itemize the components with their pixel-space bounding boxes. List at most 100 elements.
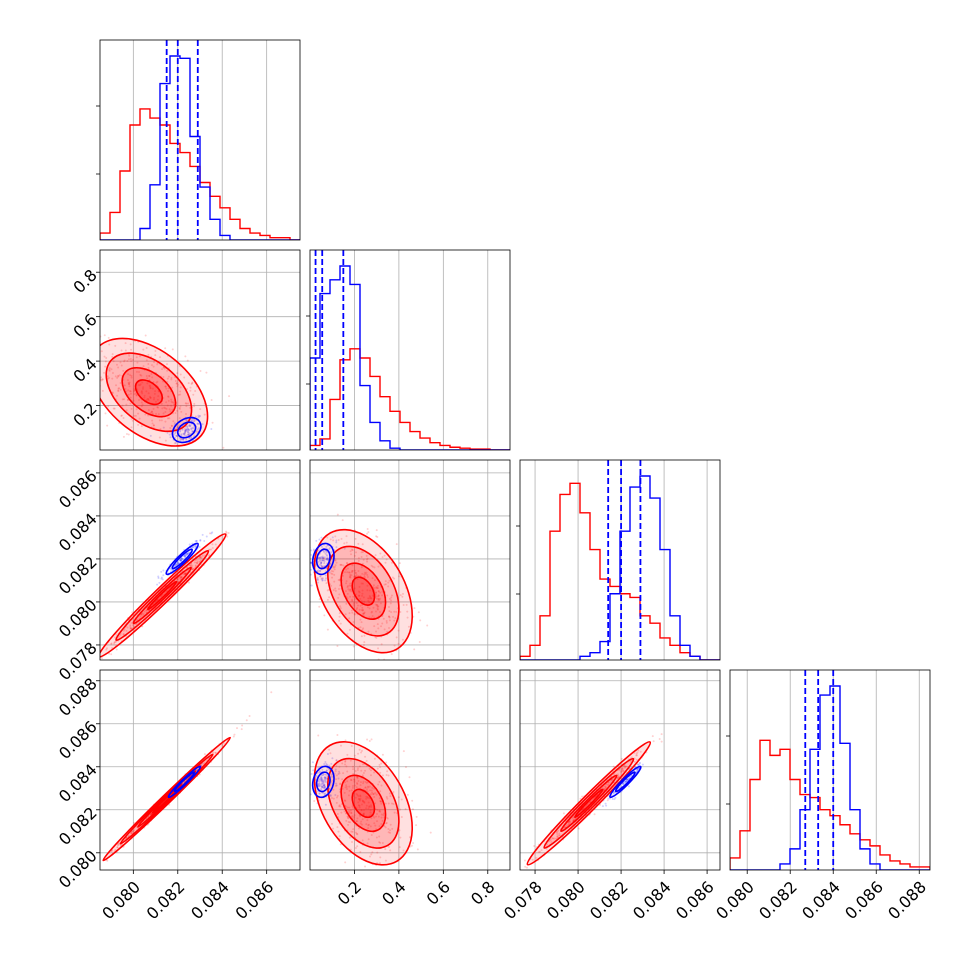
scatter-point bbox=[355, 832, 358, 835]
panel-content bbox=[520, 460, 720, 660]
panel-content bbox=[100, 40, 300, 240]
scatter-point bbox=[325, 551, 328, 554]
scatter-point bbox=[166, 369, 169, 372]
scatter-point bbox=[104, 412, 107, 415]
contour-red bbox=[574, 788, 604, 819]
scatter-point bbox=[347, 817, 350, 820]
scatter-point bbox=[321, 559, 324, 562]
scatter-point bbox=[320, 778, 323, 781]
scatter-point bbox=[383, 628, 386, 631]
scatter-point bbox=[130, 407, 133, 410]
scatter-point bbox=[376, 607, 379, 610]
scatter-point bbox=[569, 821, 572, 824]
scatter-point bbox=[368, 805, 371, 808]
scatter-point bbox=[660, 740, 663, 743]
scatter-point bbox=[344, 613, 347, 616]
scatter-point bbox=[211, 531, 214, 534]
scatter-point bbox=[611, 778, 614, 781]
scatter-point bbox=[161, 368, 164, 371]
contour-red bbox=[102, 736, 232, 862]
scatter-point bbox=[377, 605, 380, 608]
scatter-point bbox=[320, 562, 323, 565]
scatter-point bbox=[378, 809, 381, 812]
scatter-point bbox=[183, 433, 186, 436]
scatter-point bbox=[356, 782, 359, 785]
scatter-point bbox=[328, 764, 331, 767]
scatter-point bbox=[175, 563, 178, 566]
scatter-point bbox=[324, 792, 327, 795]
scatter-point bbox=[106, 375, 109, 378]
scatter-point bbox=[388, 579, 391, 582]
scatter-point bbox=[622, 781, 625, 784]
scatter-point bbox=[378, 763, 381, 766]
scatter-point bbox=[356, 781, 359, 784]
scatter-point bbox=[350, 779, 353, 782]
scatter-point bbox=[381, 774, 384, 777]
scatter-point bbox=[572, 819, 575, 822]
scatter-point bbox=[651, 735, 654, 738]
scatter-point bbox=[103, 371, 106, 374]
scatter-point bbox=[352, 828, 355, 831]
scatter-point bbox=[389, 829, 392, 832]
scatter-point bbox=[158, 581, 161, 584]
scatter-point bbox=[164, 347, 167, 350]
scatter-point bbox=[319, 557, 322, 560]
scatter-point bbox=[127, 834, 130, 837]
scatter-point bbox=[318, 780, 321, 783]
scatter-point bbox=[318, 598, 321, 601]
scatter-point bbox=[556, 833, 559, 836]
scatter-point bbox=[318, 771, 321, 774]
scatter-point bbox=[122, 435, 125, 438]
scatter-point bbox=[361, 543, 364, 546]
scatter-point bbox=[540, 849, 543, 852]
scatter-point bbox=[326, 558, 329, 561]
scatter-point bbox=[386, 817, 389, 820]
scatter-point bbox=[346, 562, 349, 565]
scatter-point bbox=[145, 609, 148, 612]
scatter-point bbox=[175, 435, 178, 438]
scatter-point bbox=[144, 334, 147, 337]
scatter-point bbox=[92, 377, 94, 379]
scatter-point bbox=[174, 412, 177, 415]
scatter-point bbox=[387, 605, 390, 608]
scatter-point bbox=[164, 385, 167, 388]
scatter-point bbox=[324, 781, 327, 784]
scatter-point bbox=[426, 624, 429, 627]
scatter-point bbox=[378, 598, 381, 601]
scatter-point bbox=[362, 809, 365, 812]
scatter-point bbox=[417, 611, 420, 614]
scatter-point bbox=[182, 438, 185, 441]
scatter-point bbox=[90, 341, 92, 343]
scatter-point bbox=[333, 573, 336, 576]
scatter-point bbox=[341, 762, 344, 765]
scatter-point bbox=[186, 552, 189, 555]
scatter-point bbox=[618, 775, 621, 778]
scatter-point bbox=[185, 553, 188, 556]
scatter-point bbox=[388, 619, 391, 622]
scatter-point bbox=[357, 795, 360, 798]
scatter-point bbox=[556, 835, 559, 838]
scatter-point bbox=[319, 779, 322, 782]
scatter-point bbox=[344, 763, 347, 766]
y-tick-label: 0.8 bbox=[69, 266, 100, 297]
scatter-point bbox=[347, 821, 350, 824]
scatter-point bbox=[319, 556, 322, 559]
scatter-point bbox=[604, 785, 607, 788]
scatter-point bbox=[153, 392, 156, 395]
scatter-point bbox=[375, 828, 378, 831]
scatter-point bbox=[154, 400, 157, 403]
scatter-point bbox=[196, 422, 199, 425]
scatter-point bbox=[318, 538, 321, 541]
scatter-point bbox=[140, 374, 143, 377]
scatter-point bbox=[157, 406, 160, 409]
scatter-point bbox=[323, 562, 326, 565]
scatter-point bbox=[328, 548, 331, 551]
y-tick-label: 0.2 bbox=[69, 399, 100, 430]
contour-blue bbox=[173, 771, 196, 793]
contour-red bbox=[134, 379, 164, 406]
scatter-point bbox=[399, 908, 401, 910]
scatter-point bbox=[129, 832, 132, 835]
scatter-point bbox=[320, 785, 323, 788]
scatter-point bbox=[141, 381, 144, 384]
scatter-point bbox=[349, 595, 352, 598]
